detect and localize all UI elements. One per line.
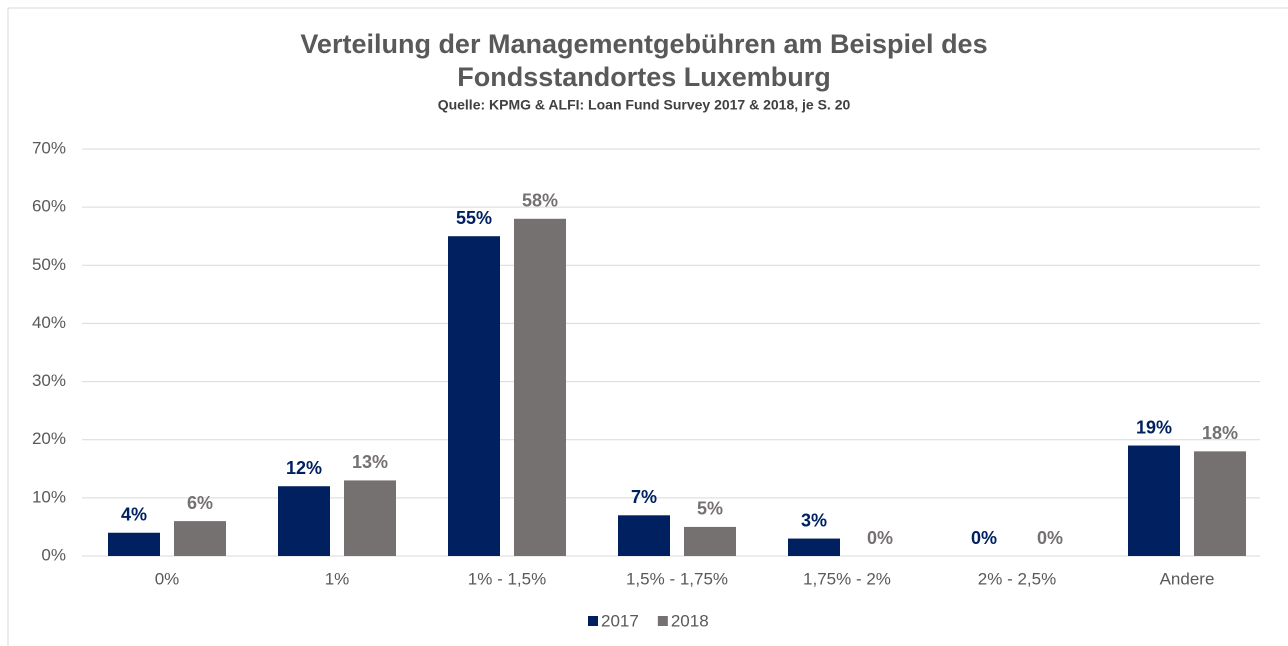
bar [448,236,500,556]
data-label: 3% [801,510,827,530]
data-label: 13% [352,452,388,472]
data-label: 19% [1136,417,1172,437]
chart-title: Verteilung der Managementgebühren am Bei… [300,29,987,59]
bar [344,480,396,556]
chart-title: Fondsstandortes Luxemburg [457,62,831,92]
bar [618,515,670,556]
y-tick-label: 10% [32,487,66,506]
data-label: 5% [697,499,723,519]
bar [1194,451,1246,556]
y-tick-label: 50% [32,255,66,274]
data-label: 0% [1037,528,1063,548]
bar [514,218,566,556]
bar [1128,445,1180,556]
bar [788,538,840,556]
data-label: 18% [1202,423,1238,443]
data-label: 0% [867,528,893,548]
y-tick-label: 30% [32,371,66,390]
data-label: 7% [631,487,657,507]
y-tick-label: 70% [32,138,66,157]
data-label: 6% [187,493,213,513]
chart-subtitle: Quelle: KPMG & ALFI: Loan Fund Survey 20… [438,97,851,113]
y-tick-label: 40% [32,313,66,332]
bar [174,521,226,556]
data-label: 0% [971,528,997,548]
x-tick-label: Andere [1160,569,1215,588]
x-tick-label: 1,75% - 2% [803,569,891,588]
legend-label: 2018 [671,611,709,630]
x-tick-label: 1,5% - 1,75% [626,569,728,588]
x-tick-label: 2% - 2,5% [978,569,1056,588]
legend-swatch [657,616,668,626]
data-label: 58% [522,191,558,211]
y-tick-label: 60% [32,197,66,216]
bar [278,486,330,556]
y-tick-label: 20% [32,429,66,448]
data-label: 4% [121,504,147,524]
x-tick-label: 1% - 1,5% [468,569,546,588]
legend-swatch [588,616,598,626]
x-tick-label: 0% [155,569,180,588]
data-label: 12% [286,458,322,478]
y-tick-label: 0% [41,545,66,564]
data-label: 55% [456,208,492,228]
bar [108,532,160,556]
legend-label: 2017 [601,611,639,630]
bar [684,526,736,556]
x-tick-label: 1% [325,569,350,588]
